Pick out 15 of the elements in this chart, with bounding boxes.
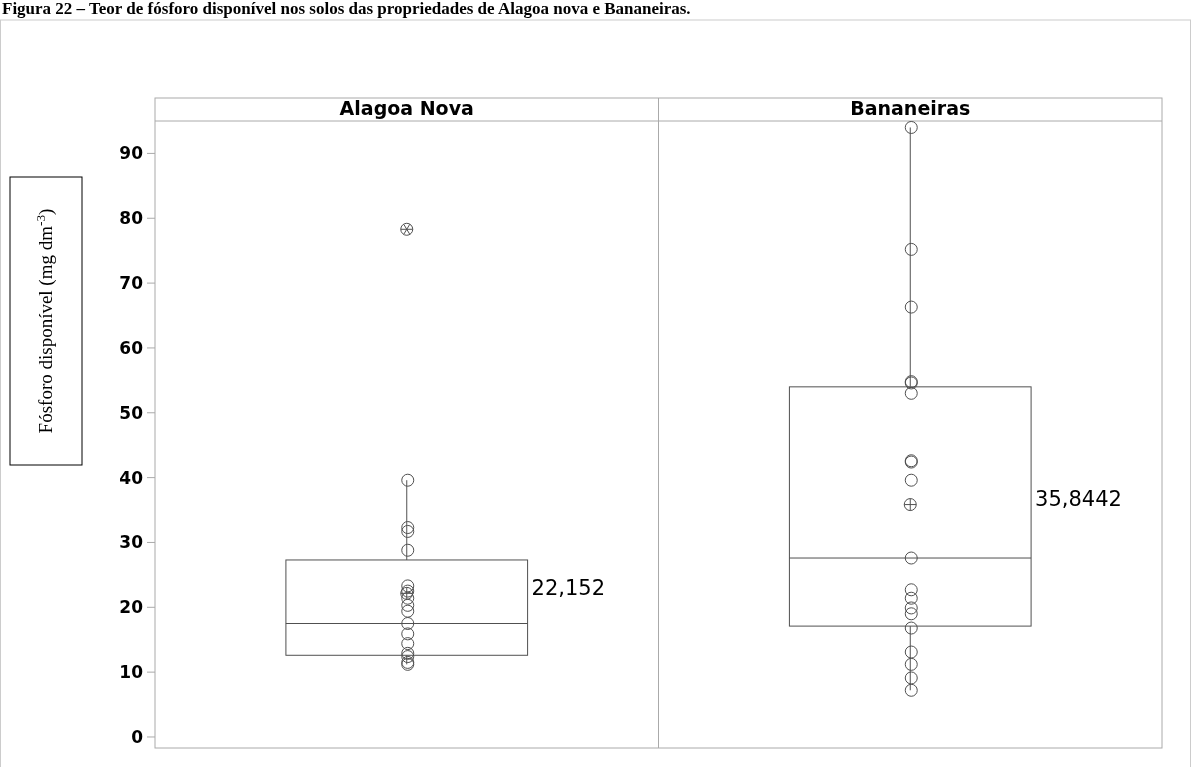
y-tick-label: 50 — [119, 402, 144, 423]
y-tick-label: 40 — [119, 467, 144, 488]
y-tick-label: 30 — [119, 532, 144, 553]
y-tick-label: 60 — [119, 337, 144, 358]
y-tick-label: 90 — [119, 143, 144, 164]
x-tick-label: Alagoa Nova — [339, 97, 474, 119]
y-tick-label: 20 — [119, 597, 144, 618]
y-tick-label: 80 — [119, 208, 144, 229]
chart-title: Figura 22 – Teor de fósforo disponível nos solos das propriedades de Alagoa nova e Bananeiras. — [2, 0, 691, 18]
y-tick-label: 0 — [131, 726, 144, 747]
x-tick-label: Bananeiras — [850, 97, 971, 119]
annotation: 22,152 — [531, 575, 606, 600]
y-tick-label: 70 — [119, 273, 144, 294]
y-tick-label: 10 — [119, 662, 144, 683]
annotation: 35,8442 — [1035, 486, 1122, 511]
